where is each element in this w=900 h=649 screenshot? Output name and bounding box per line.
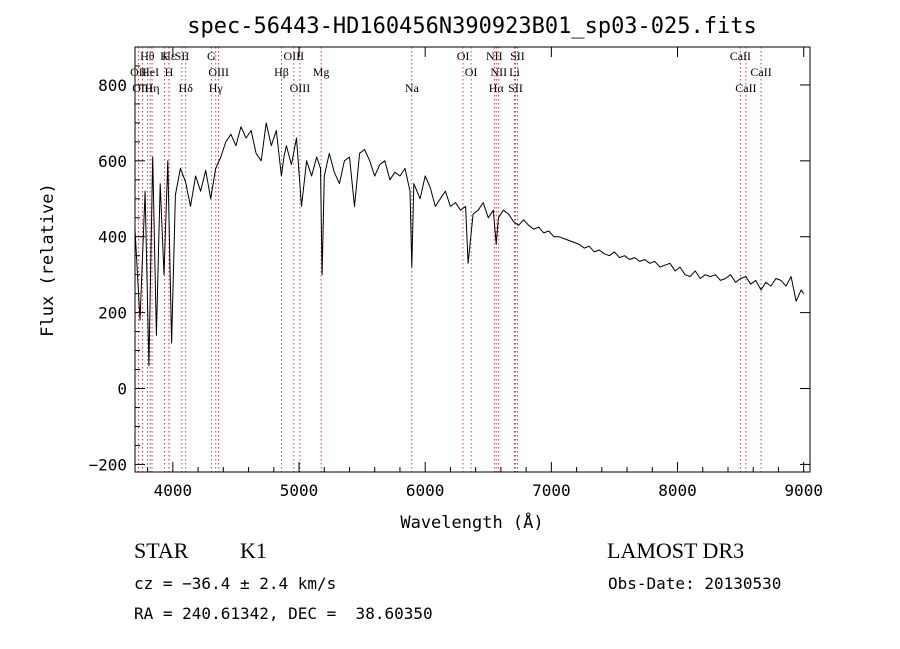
marker-label: CaII: [750, 65, 771, 79]
y-tick-label: 200: [98, 304, 127, 323]
marker-label: OIII: [284, 49, 305, 63]
marker-label: Na: [405, 81, 420, 95]
marker-label: K: [160, 49, 169, 63]
y-tick-label: 0: [117, 380, 127, 399]
marker-label: Hβ: [274, 65, 289, 79]
x-tick-label: 7000: [532, 481, 571, 500]
marker-label: Hδ: [179, 81, 194, 95]
marker-label: G: [207, 49, 216, 63]
spectrum-line: [134, 122, 805, 367]
spectrum-series: [134, 122, 805, 367]
marker-label: Hγ: [209, 81, 224, 95]
x-tick-label: 6000: [406, 481, 445, 500]
marker-label: HeI: [141, 65, 159, 79]
marker-label: CaII: [730, 49, 751, 63]
obs-date: Obs-Date: 20130530: [608, 574, 782, 593]
survey-name: LAMOST DR3: [607, 538, 745, 563]
marker-label: Hθ: [140, 49, 155, 63]
y-tick-label: −200: [88, 455, 127, 474]
redshift-readout: cz = −36.4 ± 2.4 km/s: [134, 574, 337, 593]
axes: 4000 5000 6000 7000 8000 9000 −200 0 200 400 600 80…: [88, 46, 823, 500]
marker-label: Hη: [145, 81, 160, 95]
marker-label: OI: [465, 65, 478, 79]
x-axis-label: Wavelength (Å): [400, 511, 543, 533]
marker-label: OI: [457, 49, 470, 63]
emission-line-markers: HεOIIOIIIHθHeIHηKHHδSIIOIIIHγGHβOIIIOIII…: [130, 47, 772, 472]
chart-title: spec-56443-HD160456N390923B01_sp03-025.f…: [187, 14, 757, 39]
marker-label: SII: [175, 49, 190, 63]
marker-label: Li: [509, 65, 520, 79]
marker-label: NII: [490, 65, 507, 79]
marker-label: CaII: [735, 81, 756, 95]
marker-label: NII: [486, 49, 503, 63]
x-tick-label: 8000: [658, 481, 697, 500]
marker-label: OIII: [290, 81, 311, 95]
y-axis-label: Flux (relative): [38, 183, 58, 337]
marker-label: Mg: [313, 65, 330, 79]
marker-label: OIII: [208, 65, 229, 79]
object-class: STAR: [134, 538, 189, 563]
marker-label: SII: [508, 81, 523, 95]
y-tick-label: 400: [98, 228, 127, 247]
y-tick-label: 800: [98, 76, 127, 95]
x-tick-label: 5000: [280, 481, 319, 500]
object-subclass: K1: [240, 538, 267, 563]
marker-label: SII: [510, 49, 525, 63]
coordinates: RA = 240.61342, DEC = 38.60350: [134, 604, 433, 623]
y-tick-label: 600: [98, 152, 127, 171]
x-tick-label: 9000: [784, 481, 823, 500]
marker-label: H: [165, 65, 174, 79]
marker-label: Hα: [489, 81, 505, 95]
plot-frame: [134, 46, 811, 473]
x-tick-label: 4000: [154, 481, 193, 500]
